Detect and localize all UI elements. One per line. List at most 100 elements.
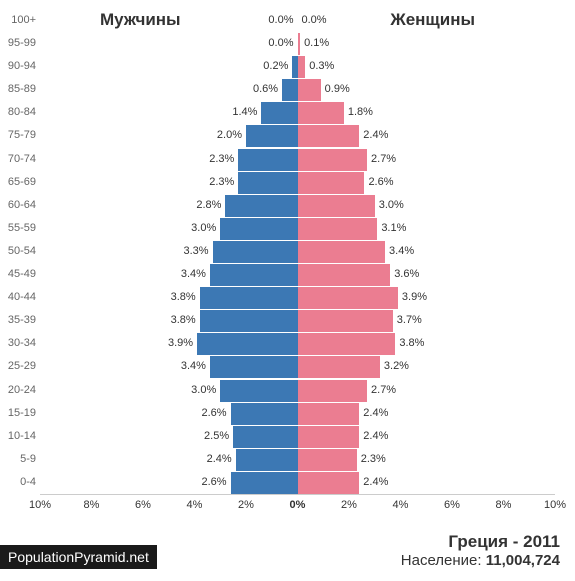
male-bar	[231, 403, 298, 425]
pyramid-row: 25-293.4%3.2%	[40, 356, 555, 379]
male-pct: 2.4%	[207, 453, 232, 465]
pyramid-row: 95-990.0%0.1%	[40, 33, 555, 56]
female-bar	[298, 449, 357, 471]
female-pct: 2.6%	[368, 176, 393, 188]
male-pct: 1.4%	[232, 106, 257, 118]
female-bar	[298, 172, 365, 194]
female-pct: 2.7%	[371, 384, 396, 396]
female-bar	[298, 380, 368, 402]
x-tick: 6%	[135, 499, 151, 511]
male-bar	[236, 449, 298, 471]
pyramid-row: 10-142.5%2.4%	[40, 426, 555, 449]
female-bar	[298, 472, 360, 494]
female-pct: 0.3%	[309, 60, 334, 72]
x-tick: 8%	[496, 499, 512, 511]
age-label: 80-84	[0, 106, 36, 118]
pyramid-bars: 100+0.0%0.0%95-990.0%0.1%90-940.2%0.3%85…	[40, 10, 555, 495]
male-pct: 2.5%	[204, 430, 229, 442]
female-pct: 3.8%	[399, 337, 424, 349]
female-bar	[298, 310, 393, 332]
female-pct: 3.2%	[384, 360, 409, 372]
age-label: 0-4	[0, 476, 36, 488]
pyramid-row: 0-42.6%2.4%	[40, 472, 555, 495]
male-bar	[225, 195, 297, 217]
male-bar	[246, 125, 298, 147]
age-label: 70-74	[0, 153, 36, 165]
pyramid-row: 30-343.9%3.8%	[40, 333, 555, 356]
male-pct: 0.0%	[268, 14, 293, 26]
age-label: 15-19	[0, 407, 36, 419]
age-label: 65-69	[0, 176, 36, 188]
age-label: 55-59	[0, 222, 36, 234]
male-bar	[210, 356, 298, 378]
pyramid-row: 60-642.8%3.0%	[40, 195, 555, 218]
pyramid-row: 20-243.0%2.7%	[40, 380, 555, 403]
female-bar	[298, 264, 391, 286]
female-bar	[298, 79, 321, 101]
male-pct: 2.6%	[201, 407, 226, 419]
pyramid-row: 35-393.8%3.7%	[40, 310, 555, 333]
title-block: Греция - 2011 Население: 11,004,724	[401, 532, 560, 569]
male-bar	[238, 172, 297, 194]
male-bar	[238, 149, 297, 171]
male-pct: 3.8%	[171, 291, 196, 303]
country-year: Греция - 2011	[401, 532, 560, 552]
male-pct: 3.8%	[171, 314, 196, 326]
age-label: 25-29	[0, 360, 36, 372]
male-pct: 3.0%	[191, 222, 216, 234]
x-tick: 8%	[84, 499, 100, 511]
female-pct: 0.0%	[302, 14, 327, 26]
age-label: 95-99	[0, 37, 36, 49]
female-pct: 0.1%	[304, 37, 329, 49]
male-bar	[261, 102, 297, 124]
male-bar	[213, 241, 298, 263]
source-badge: PopulationPyramid.net	[0, 545, 157, 569]
male-pct: 2.3%	[209, 176, 234, 188]
male-bar	[210, 264, 298, 286]
pyramid-row: 55-593.0%3.1%	[40, 218, 555, 241]
x-tick: 4%	[393, 499, 409, 511]
female-bar	[298, 218, 378, 240]
x-axis: 10%8%6%4%2%0%2%4%6%8%10%	[40, 494, 555, 515]
population-line: Население: 11,004,724	[401, 552, 560, 569]
male-pct: 0.2%	[263, 60, 288, 72]
male-pct: 2.8%	[196, 199, 221, 211]
pyramid-row: 40-443.8%3.9%	[40, 287, 555, 310]
female-pct: 3.4%	[389, 245, 414, 257]
pyramid-row: 100+0.0%0.0%	[40, 10, 555, 33]
female-pct: 3.9%	[402, 291, 427, 303]
population-label: Население:	[401, 552, 486, 569]
female-pct: 0.9%	[325, 83, 350, 95]
pyramid-row: 15-192.6%2.4%	[40, 403, 555, 426]
age-label: 5-9	[0, 453, 36, 465]
population-value: 11,004,724	[486, 552, 560, 569]
pyramid-row: 65-692.3%2.6%	[40, 172, 555, 195]
male-bar	[200, 287, 298, 309]
female-bar	[298, 102, 344, 124]
female-pct: 3.6%	[394, 268, 419, 280]
female-pct: 1.8%	[348, 106, 373, 118]
male-bar	[197, 333, 297, 355]
age-label: 50-54	[0, 245, 36, 257]
female-bar	[298, 403, 360, 425]
age-label: 75-79	[0, 129, 36, 141]
male-pct: 3.4%	[181, 268, 206, 280]
age-label: 10-14	[0, 430, 36, 442]
pyramid-row: 90-940.2%0.3%	[40, 56, 555, 79]
female-pct: 2.4%	[363, 129, 388, 141]
age-label: 90-94	[0, 60, 36, 72]
female-bar	[298, 33, 301, 55]
pyramid-row: 45-493.4%3.6%	[40, 264, 555, 287]
female-bar	[298, 56, 306, 78]
female-pct: 2.4%	[363, 430, 388, 442]
x-tick: 10%	[29, 499, 51, 511]
female-pct: 2.4%	[363, 476, 388, 488]
x-tick: 4%	[187, 499, 203, 511]
male-bar	[200, 310, 298, 332]
male-bar	[231, 472, 298, 494]
male-pct: 3.3%	[183, 245, 208, 257]
male-pct: 2.6%	[201, 476, 226, 488]
female-bar	[298, 149, 368, 171]
age-label: 85-89	[0, 83, 36, 95]
male-pct: 2.3%	[209, 153, 234, 165]
